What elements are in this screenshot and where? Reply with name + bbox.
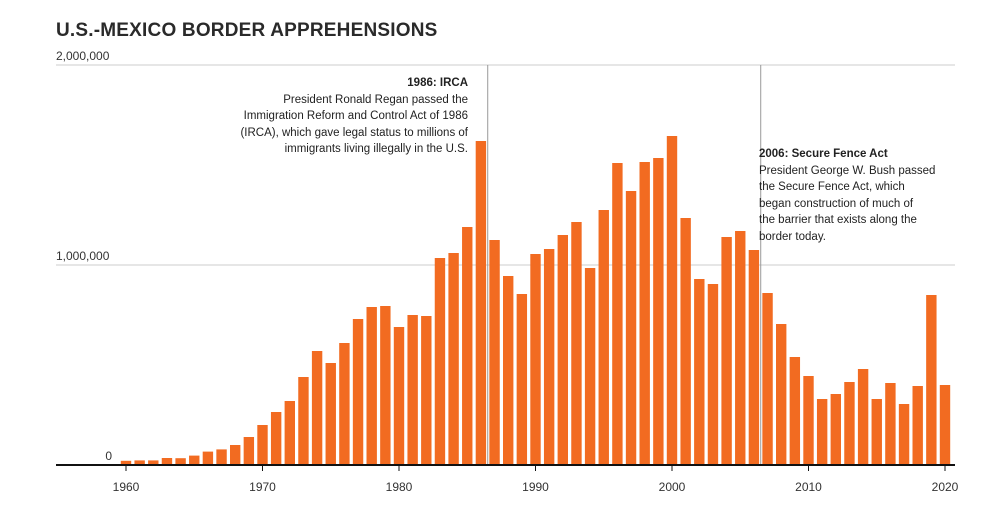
bar: [189, 455, 200, 465]
bar: [939, 385, 951, 465]
bar: [202, 451, 214, 465]
bar: [325, 363, 336, 465]
bar: [857, 369, 869, 465]
bar: [120, 460, 132, 465]
bar: [270, 412, 282, 465]
bar: [448, 253, 459, 465]
bar: [694, 279, 705, 465]
bar: [721, 237, 732, 465]
bar: [748, 250, 760, 465]
bar: [339, 343, 350, 465]
bar: [598, 210, 609, 465]
annotation-irca-line: (IRCA), which gave legal status to milli…: [240, 126, 468, 139]
bar: [844, 382, 855, 465]
bar: [762, 293, 773, 465]
bar: [830, 394, 841, 465]
bar: [625, 191, 637, 465]
bar: [434, 258, 446, 465]
bar: [366, 307, 377, 465]
bar: [475, 141, 487, 465]
bar: [666, 136, 678, 465]
bar: [148, 460, 159, 465]
bar: [653, 158, 664, 465]
bar: [707, 284, 719, 465]
bar: [421, 316, 432, 465]
bar: [639, 162, 650, 465]
annotation-fence-line: President George W. Bush passed: [759, 164, 936, 177]
annotation-fence-line: border today.: [759, 230, 826, 243]
bar: [543, 249, 555, 465]
bar: [926, 295, 937, 465]
bar: [516, 294, 528, 465]
bar: [885, 383, 896, 465]
bar: [216, 449, 227, 465]
x-tick-label: 1980: [386, 480, 413, 494]
x-tick-label: 2010: [795, 480, 822, 494]
chart-title: U.S.-MEXICO BORDER APPREHENSIONS: [56, 20, 438, 41]
bar: [352, 319, 364, 465]
annotation-fence-line: the Secure Fence Act, which: [759, 181, 905, 193]
bar: [311, 351, 323, 465]
bar: [175, 458, 186, 465]
bar: [298, 377, 309, 465]
bar: [530, 254, 541, 465]
y-tick-label: 2,000,000: [56, 49, 110, 63]
annotation-fence-line: began construction of much of: [759, 197, 914, 210]
bar: [230, 445, 241, 465]
annotation-irca: 1986: IRCA President Ronald Regan passed…: [200, 75, 468, 158]
bar: [393, 327, 405, 465]
x-tick-label: 1990: [522, 480, 549, 494]
bar: [257, 425, 268, 465]
bar: [161, 458, 173, 465]
annotation-irca-line: President Ronald Regan passed the: [283, 93, 468, 106]
y-tick-label: 1,000,000: [56, 249, 110, 263]
bar: [134, 460, 145, 465]
x-tick-label: 1970: [249, 480, 276, 494]
bar: [243, 437, 255, 465]
bar: [680, 218, 691, 465]
bar: [407, 315, 418, 465]
annotation-fence-title: 2006: Secure Fence Act: [759, 148, 888, 160]
bar: [380, 306, 391, 465]
bar: [776, 324, 787, 465]
annotation-irca-title: 1986: IRCA: [407, 77, 468, 89]
bar: [462, 227, 473, 465]
bar: [912, 386, 923, 465]
x-tick-label: 2000: [659, 480, 686, 494]
bar: [612, 163, 623, 465]
bar: [584, 268, 596, 465]
bar: [789, 357, 801, 465]
bar: [803, 376, 814, 465]
annotation-secure-fence-act: 2006: Secure Fence Act President George …: [759, 146, 949, 245]
bar: [571, 222, 582, 465]
bar: [489, 240, 500, 465]
bar: [735, 231, 746, 465]
bar: [284, 401, 295, 465]
bar: [503, 276, 514, 465]
annotation-irca-line: immigrants living illegally in the U.S.: [284, 143, 468, 155]
annotation-fence-line: the barrier that exists along the: [759, 214, 917, 226]
bar: [898, 404, 910, 465]
y-tick-label: 0: [105, 449, 112, 463]
annotation-irca-line: Immigration Reform and Control Act of 19…: [243, 110, 468, 122]
bar: [871, 399, 882, 465]
x-tick-label: 1960: [113, 480, 140, 494]
bar: [557, 235, 568, 465]
x-tick-label: 2020: [932, 480, 959, 494]
bar: [816, 399, 828, 465]
